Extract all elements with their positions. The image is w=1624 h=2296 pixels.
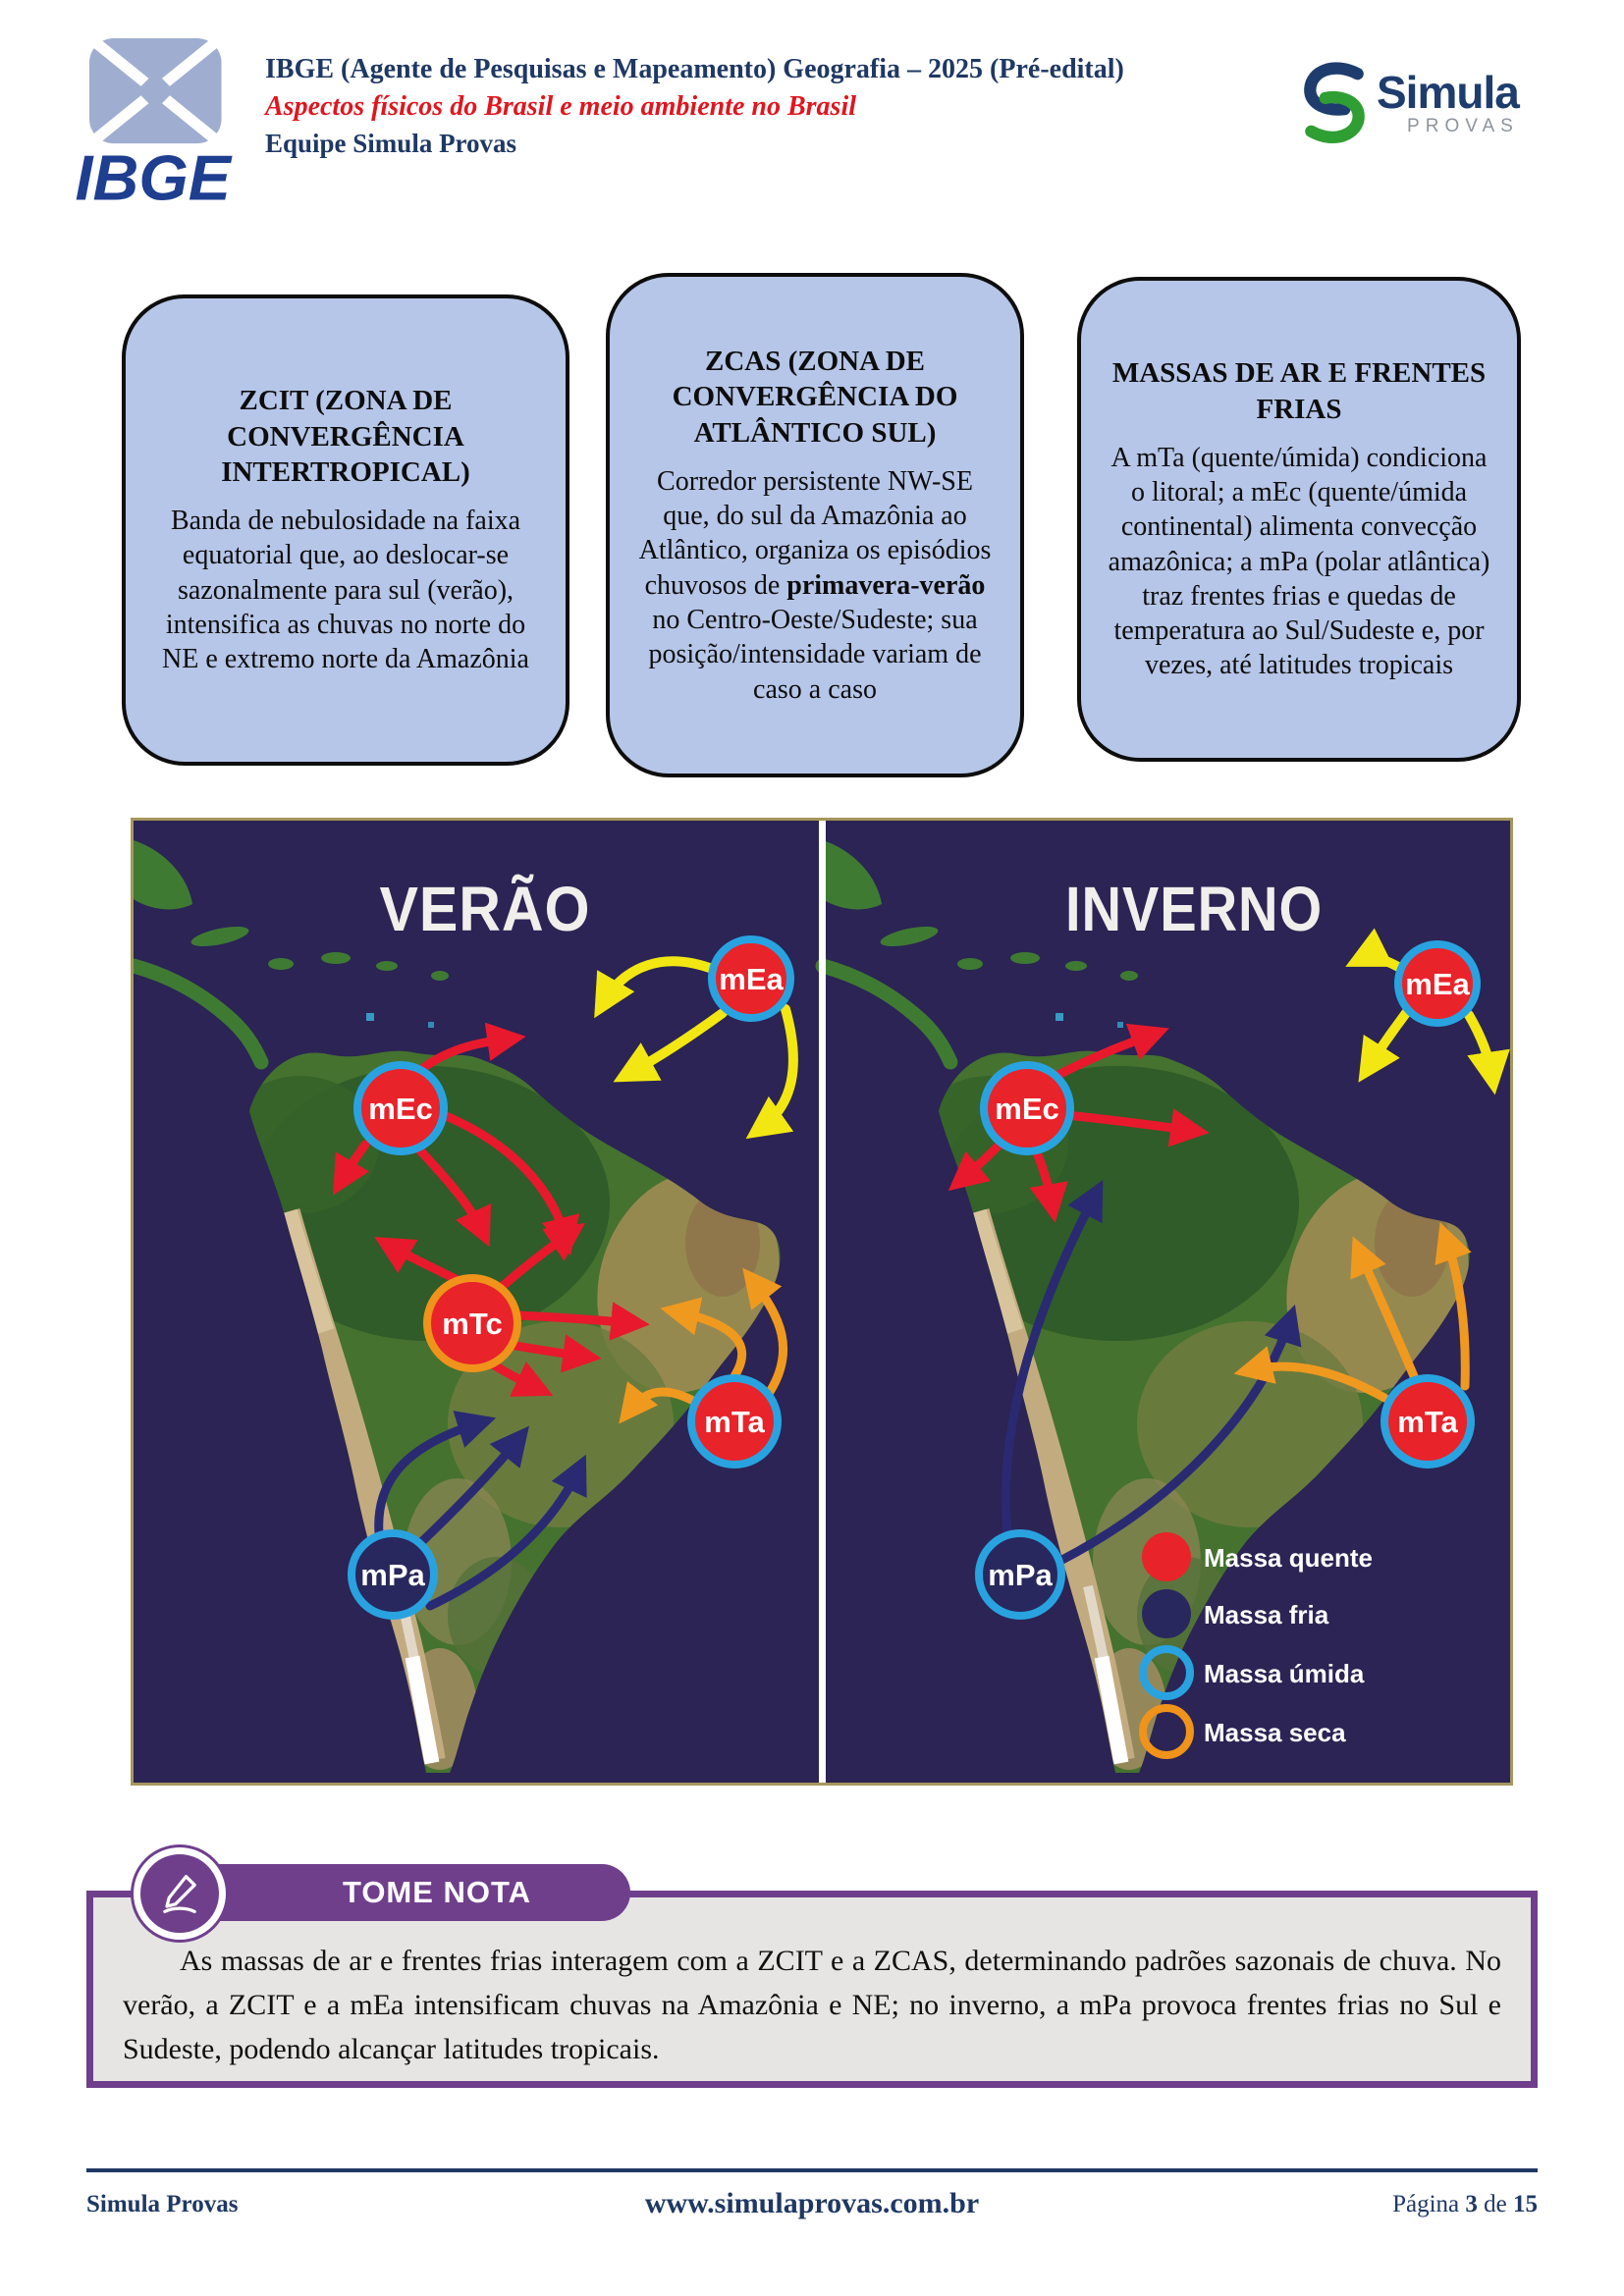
- footer-page-number: Página 3 de 15: [1392, 2191, 1538, 2217]
- card-massas-de-ar: MASSAS DE AR E FRENTES FRIAS A mTa (quen…: [1077, 277, 1521, 762]
- card-zcas-body: Corredor persistente NW-SE que, do sul d…: [638, 465, 992, 705]
- header-team-line: Equipe Simula Provas: [265, 128, 517, 158]
- inverno-orange-arrows: [1233, 1222, 1472, 1403]
- svg-text:mPa: mPa: [988, 1558, 1053, 1592]
- svg-text:mEc: mEc: [995, 1092, 1058, 1126]
- simula-logo-title: Simula: [1377, 67, 1520, 118]
- card-massas-body: A mTa (quente/úmida) condiciona o litora…: [1108, 442, 1490, 681]
- svg-text:Massa quente: Massa quente: [1204, 1543, 1373, 1573]
- ibge-logo: IBGE: [75, 28, 234, 213]
- svg-text:Massa fria: Massa fria: [1204, 1600, 1329, 1629]
- svg-text:mTc: mTc: [442, 1307, 502, 1341]
- legend-swatch-quente: [1142, 1532, 1191, 1581]
- badge-mec-verao: mEc: [353, 1061, 448, 1155]
- badge-mta-inverno: mTa: [1380, 1374, 1475, 1468]
- legend-swatch-fria: [1142, 1589, 1191, 1638]
- map-legend: Massa quente Massa fria Massa úmida Mass…: [1139, 1532, 1373, 1759]
- svg-text:mEc: mEc: [368, 1092, 432, 1126]
- svg-text:mTa: mTa: [704, 1405, 765, 1439]
- svg-text:mEa: mEa: [1405, 967, 1470, 1001]
- verao-badges: mEa mEc mTc mTa mPa: [348, 935, 794, 1620]
- verao-yellow-arrows: [594, 956, 798, 1140]
- card-massas-title: MASSAS DE AR E FRENTES FRIAS: [1111, 357, 1487, 425]
- badge-mpa-verao: mPa: [348, 1529, 438, 1620]
- badge-mpa-inverno: mPa: [975, 1529, 1065, 1620]
- verao-navy-arrows: [374, 1411, 587, 1611]
- card-zcit-title: ZCIT (ZONA DE CONVERGÊNCIA INTERTROPICAL…: [221, 385, 470, 488]
- legend-swatch-seca: [1139, 1704, 1194, 1759]
- verao-red-arrows: [333, 1022, 650, 1397]
- badge-mtc-verao: mTc: [423, 1274, 521, 1372]
- svg-text:mEa: mEa: [719, 962, 784, 996]
- footer-divider: [86, 2168, 1538, 2172]
- simula-provas-logo: Simula PROVAS: [1298, 51, 1543, 154]
- inverno-yellow-arrows: [1345, 928, 1510, 1095]
- footer-brand: Simula Provas: [86, 2191, 239, 2217]
- inverno-arrows: [947, 928, 1510, 1566]
- inverno-badges: mEa mEc mTa mPa: [975, 940, 1481, 1620]
- header-topic-line: Aspectos físicos do Brasil e meio ambien…: [265, 90, 857, 122]
- svg-text:Massa seca: Massa seca: [1204, 1718, 1346, 1747]
- simula-logo-subtitle: PROVAS: [1407, 116, 1519, 136]
- card-zcas-title: ZCAS (ZONA DE CONVERGÊNCIA DO ATLÂNTICO …: [672, 346, 958, 449]
- ibge-emblem-icon: IBGE: [76, 28, 233, 213]
- badge-mea-inverno: mEa: [1394, 940, 1481, 1027]
- tome-nota-pill: TOME NOTA: [189, 1864, 630, 1921]
- tome-nota-label: TOME NOTA: [342, 1875, 532, 1909]
- badge-mta-verao: mTa: [687, 1374, 782, 1468]
- simula-logo-text: Simula PROVAS: [1377, 67, 1520, 136]
- tome-nota-box: As massas de ar e frentes frias interage…: [86, 1891, 1538, 2088]
- badge-mea-verao: mEa: [708, 935, 794, 1022]
- svg-text:mPa: mPa: [360, 1558, 425, 1592]
- tome-nota-badge: [134, 1847, 226, 1940]
- header-course-line: IBGE (Agente de Pesquisas e Mapeamento) …: [265, 54, 1124, 84]
- footer-website: www.simulaprovas.com.br: [644, 2187, 980, 2219]
- badge-mec-inverno: mEc: [980, 1061, 1074, 1155]
- panel-title-inverno: INVERNO: [1065, 874, 1323, 944]
- svg-text:mTa: mTa: [1397, 1405, 1458, 1439]
- legend-item-massa-seca: Massa seca: [1139, 1704, 1346, 1759]
- ibge-logo-text: IBGE: [76, 141, 233, 204]
- legend-item-massa-fria: Massa fria: [1142, 1589, 1329, 1638]
- legend-swatch-umida: [1139, 1645, 1194, 1700]
- panel-divider: [819, 821, 826, 1783]
- verao-orange-arrows: [619, 1267, 788, 1424]
- card-zcit-body: Banda de nebulosidade na faixa equatoria…: [162, 506, 529, 675]
- air-masses-map-svg: VERÃO INVERNO: [134, 821, 1510, 1783]
- simula-s-icon: [1304, 61, 1365, 143]
- tome-nota-text: As massas de ar e frentes frias interage…: [123, 1945, 1501, 2065]
- verao-arrows: [333, 956, 798, 1611]
- legend-item-massa-quente: Massa quente: [1142, 1532, 1373, 1581]
- inverno-red-arrows: [947, 1023, 1210, 1223]
- legend-item-massa-umida: Massa úmida: [1139, 1645, 1365, 1700]
- card-zcas: ZCAS (ZONA DE CONVERGÊNCIA DO ATLÂNTICO …: [606, 273, 1024, 777]
- panel-title-verao: VERÃO: [380, 874, 591, 944]
- header-text: IBGE (Agente de Pesquisas e Mapeamento) …: [265, 51, 1286, 161]
- writing-hand-icon: [163, 1875, 196, 1914]
- card-zcit: ZCIT (ZONA DE CONVERGÊNCIA INTERTROPICAL…: [122, 294, 569, 766]
- svg-text:Massa úmida: Massa úmida: [1204, 1659, 1365, 1688]
- air-masses-map: VERÃO INVERNO: [131, 818, 1513, 1786]
